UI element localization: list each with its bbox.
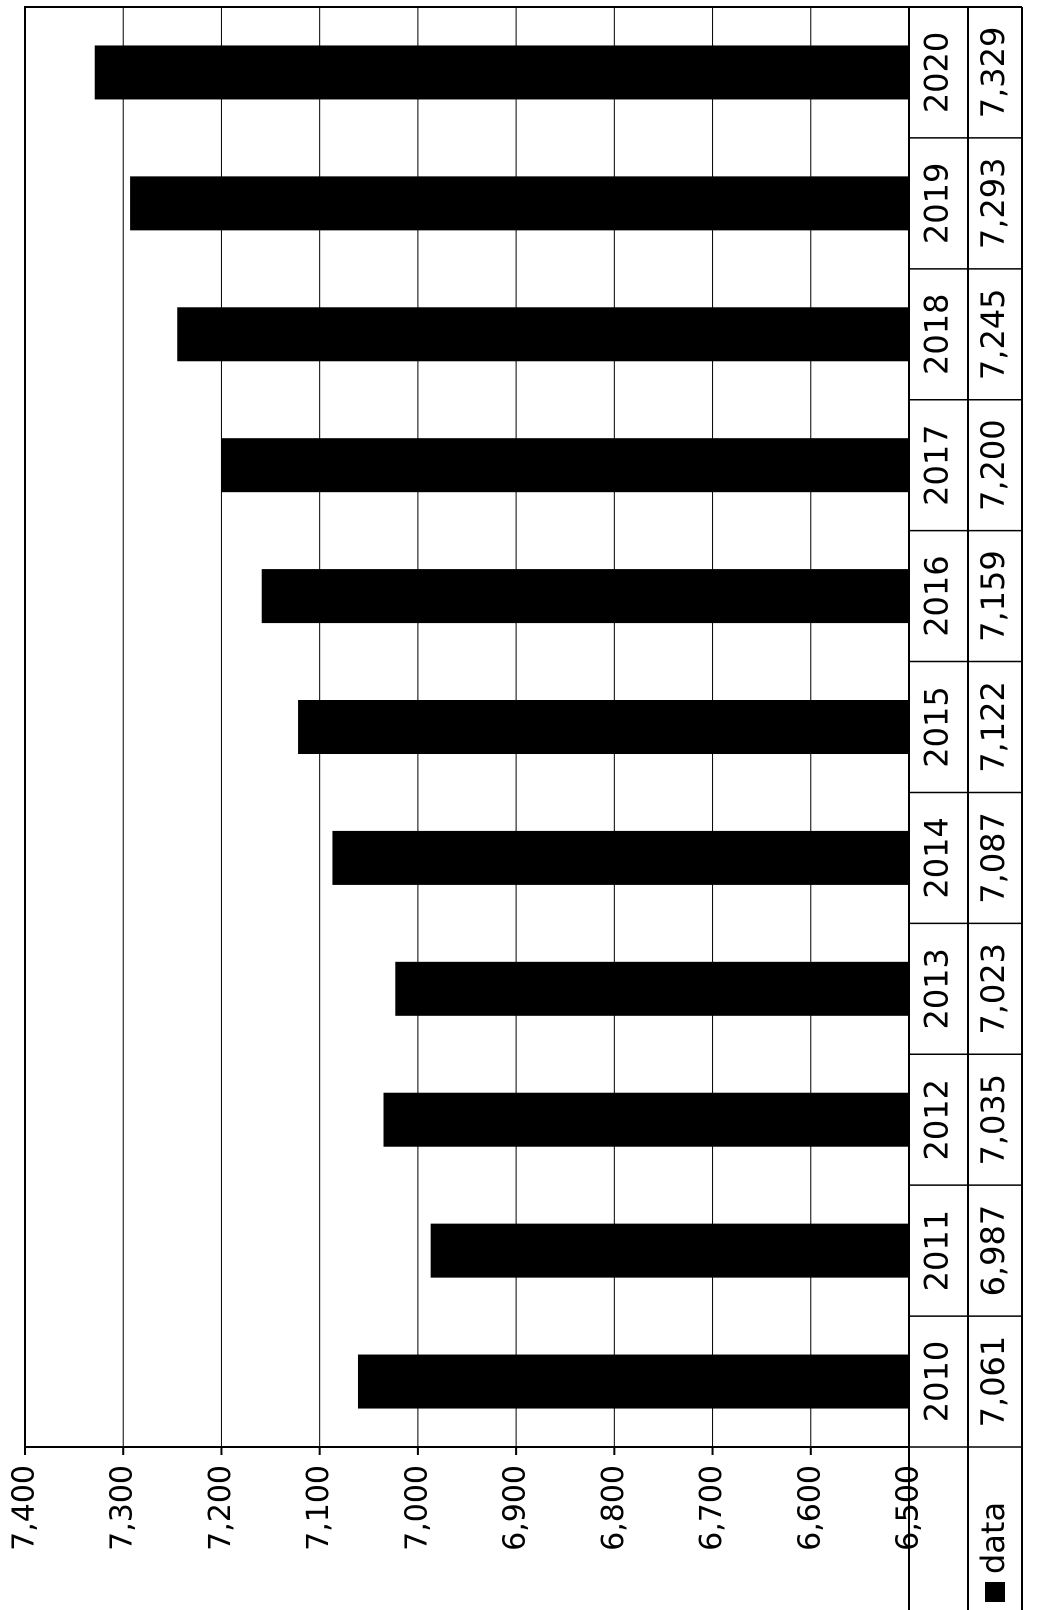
bar (221, 438, 909, 493)
category-label: 2016 (918, 555, 956, 636)
tick-label: 7,000 (399, 1465, 434, 1551)
data-label: 7,329 (974, 27, 1012, 119)
bar (383, 1092, 909, 1147)
bar (298, 700, 910, 754)
category-label: 2013 (918, 948, 956, 1029)
category-label: 2018 (918, 294, 956, 375)
data-table: 2010 7,061 2011 6,987 2012 7,035 2013 7,023 2014… (908, 6, 1023, 1610)
category-label: 2017 (918, 424, 956, 505)
data-label: 7,159 (974, 550, 1012, 642)
tick-label: 7,300 (105, 1465, 140, 1551)
legend-swatch (985, 1582, 1005, 1602)
data-label: 6,987 (974, 1205, 1012, 1297)
category-label: 2019 (918, 163, 956, 244)
category-label: 2010 (918, 1341, 956, 1422)
data-label: 7,293 (974, 158, 1012, 250)
bar (130, 176, 909, 231)
tick-label: 6,800 (596, 1465, 631, 1551)
data-label: 7,200 (974, 419, 1012, 511)
bar (261, 569, 909, 624)
category-label: 2014 (918, 817, 956, 898)
category-label: 2020 (918, 32, 956, 113)
data-label: 7,061 (974, 1336, 1012, 1428)
bar (357, 1354, 909, 1409)
tick-label: 6,600 (792, 1465, 827, 1551)
bar (94, 45, 909, 100)
data-label: 7,023 (974, 943, 1012, 1035)
bar (395, 961, 909, 1016)
legend-label: data (974, 1502, 1012, 1574)
data-label: 7,087 (974, 812, 1012, 904)
tick-label: 7,100 (301, 1465, 336, 1551)
data-label: 7,245 (974, 288, 1012, 380)
bar (430, 1223, 909, 1278)
category-label: 2011 (918, 1210, 956, 1291)
category-label: 2012 (918, 1079, 956, 1160)
data-label: 7,122 (974, 681, 1012, 773)
data-label: 7,035 (974, 1074, 1012, 1166)
tick-label: 6,900 (498, 1465, 533, 1551)
value-axis: 6,5006,6006,7006,8006,9007,0007,1007,200… (7, 1446, 926, 1551)
bar (177, 307, 909, 362)
tick-label: 7,200 (203, 1465, 238, 1551)
category-label: 2015 (918, 686, 956, 767)
tick-label: 7,400 (7, 1465, 42, 1551)
bar (332, 830, 909, 885)
bars (94, 45, 910, 1409)
tick-label: 6,700 (694, 1465, 729, 1551)
